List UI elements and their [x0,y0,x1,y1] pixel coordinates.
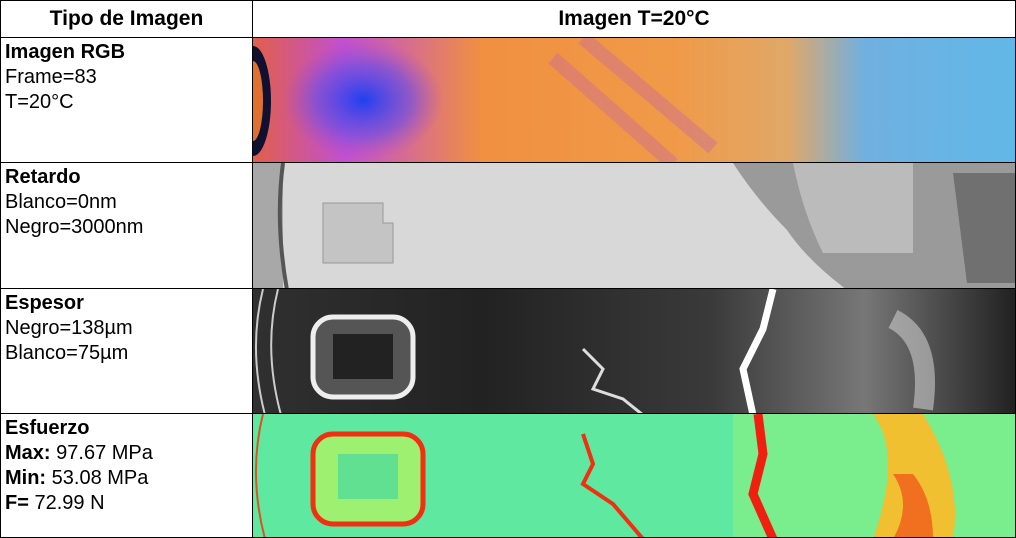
row-field: Min: 53.08 MPa [5,466,252,491]
row-label: Esfuerzo Max: 97.67 MPa Min: 53.08 MPa F… [0,413,253,538]
field-value: 72.99 N [34,492,105,514]
field-value: 97.67 MPa [56,442,153,464]
header-cell: Tipo de Imagen [0,0,253,38]
row-label: Imagen RGB Frame=83 T=20°C [0,37,253,163]
row-line: Negro=138µm [5,317,133,339]
row-line: Blanco=75µm [5,342,129,364]
row-label: Retardo Blanco=0nm Negro=3000nm [0,162,253,289]
image-cell [252,162,1016,289]
image-cell [252,288,1016,414]
stress-image [253,414,1015,537]
row-title: Espesor [5,292,84,314]
row-title: Imagen RGB [5,41,126,63]
field-label: F= [5,492,29,514]
row-label: Espesor Negro=138µm Blanco=75µm [0,288,253,414]
thickness-image [253,289,1015,413]
header-cell: Imagen T=20°C [252,0,1016,38]
field-label: Max: [5,442,51,464]
row-title: Esfuerzo [5,417,90,439]
field-label: Min: [5,467,47,489]
row-line: T=20°C [5,91,74,113]
row-line: Negro=3000nm [5,216,144,238]
row-field: F= 72.99 N [5,491,252,516]
image-cell [252,37,1016,163]
rgb-image [253,38,1015,162]
row-line: Frame=83 [5,66,97,88]
row-field: Max: 97.67 MPa [5,441,252,466]
row-title: Retardo [5,166,81,188]
field-value: 53.08 MPa [51,467,149,489]
image-cell [252,413,1016,538]
retardation-image [253,163,1015,288]
row-line: Blanco=0nm [5,191,117,213]
